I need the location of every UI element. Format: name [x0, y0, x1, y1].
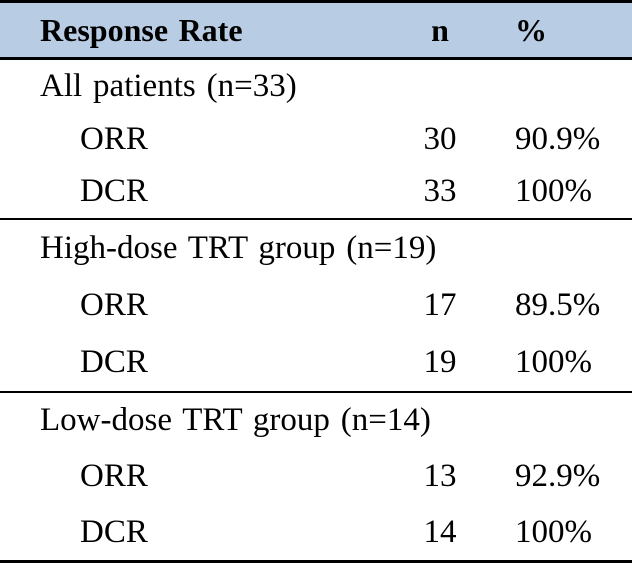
row-n-value: 13 — [423, 458, 457, 494]
group-label: Low-dose TRT group (n=14) — [40, 402, 431, 439]
row-n-value: 14 — [423, 513, 457, 550]
table-row: ORR 13 92.9% — [0, 449, 632, 505]
group-label: All patients (n=33) — [40, 67, 297, 104]
row-percent-value: 92.9% — [515, 458, 601, 494]
section-high-dose-trt: High-dose TRT group (n=19) ORR 17 89.5% … — [0, 220, 632, 393]
row-n-value: 17 — [423, 287, 457, 323]
group-row: Low-dose TRT group (n=14) — [0, 393, 632, 449]
row-label: ORR — [80, 287, 148, 323]
table-row: ORR 30 90.9% — [0, 113, 632, 166]
table-row: ORR 17 89.5% — [0, 277, 632, 334]
row-percent-value: 100% — [515, 344, 592, 380]
group-row: High-dose TRT group (n=19) — [0, 220, 632, 277]
header-n: n — [431, 11, 449, 48]
row-label: DCR — [80, 513, 148, 550]
group-label: High-dose TRT group (n=19) — [40, 230, 437, 266]
row-n-value: 30 — [423, 120, 457, 157]
header-response-rate: Response Rate — [40, 11, 243, 48]
row-label: DCR — [80, 173, 148, 210]
table-header-row: Response Rate n % — [0, 0, 632, 60]
row-label: DCR — [80, 344, 148, 380]
row-percent-value: 89.5% — [515, 287, 601, 323]
table-row: DCR 33 100% — [0, 165, 632, 218]
row-label: ORR — [80, 458, 148, 494]
section-low-dose-trt: Low-dose TRT group (n=14) ORR 13 92.9% D… — [0, 393, 632, 563]
row-percent-value: 90.9% — [515, 120, 601, 157]
row-percent-value: 100% — [515, 513, 592, 550]
row-percent-value: 100% — [515, 173, 592, 210]
table-row: DCR 14 100% — [0, 504, 632, 560]
header-percent: % — [515, 11, 547, 48]
table-row: DCR 19 100% — [0, 334, 632, 391]
section-all-patients: All patients (n=33) ORR 30 90.9% DCR 33 … — [0, 60, 632, 220]
row-label: ORR — [80, 120, 148, 157]
row-n-value: 33 — [423, 173, 457, 210]
row-n-value: 19 — [423, 344, 457, 380]
group-row: All patients (n=33) — [0, 60, 632, 113]
